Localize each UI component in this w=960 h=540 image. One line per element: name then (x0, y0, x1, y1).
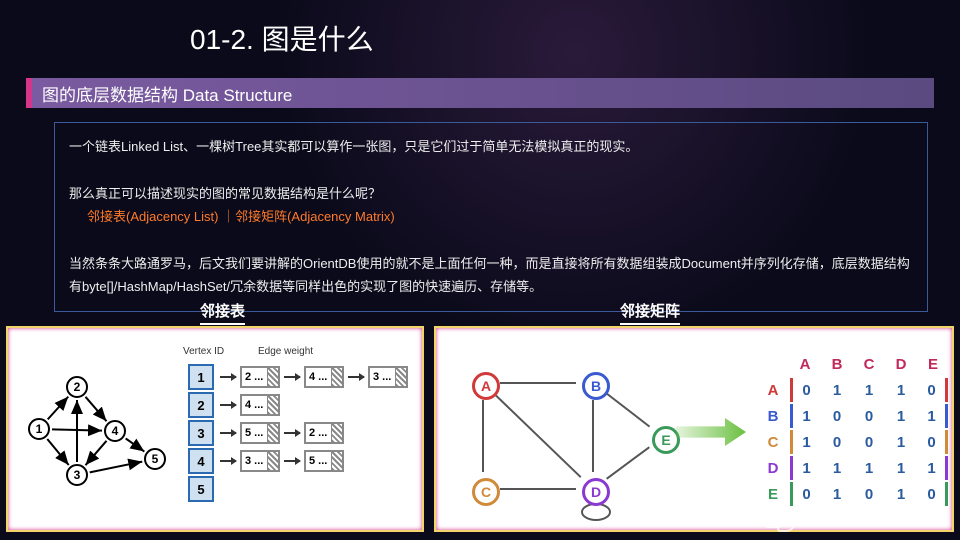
edge-box: 4 ... (240, 394, 280, 416)
adjacency-matrix: ABCDEA01110B10011C10010D11111E01010 (756, 350, 950, 508)
graph-node: 3 (66, 464, 88, 486)
edge-box: 3 ... (368, 366, 408, 388)
graph-node: D (582, 478, 610, 506)
arrow-icon (220, 376, 236, 378)
para-2: 那么真正可以描述现实的图的常见数据结构是什么呢？ (69, 182, 913, 205)
wechat-icon (763, 506, 789, 528)
edge-box: 2 ... (304, 422, 344, 444)
adj-row: 2 ... 4 ... 3 ... (220, 366, 408, 388)
graph-node: B (582, 372, 610, 400)
arrow-icon (220, 404, 236, 406)
highlight-line: 邻接表(Adjacency List) ｜邻接矩阵(Adjacency Matr… (69, 205, 913, 228)
arrow-icon (220, 460, 236, 462)
right-label: 邻接矩阵 (620, 300, 680, 325)
arrow-icon (284, 432, 300, 434)
arrow-icon (284, 460, 300, 462)
hdr-edge: Edge weight (258, 346, 313, 357)
description-box: 一个链表Linked List、一棵树Tree其实都可以算作一张图，只是它们过于… (54, 122, 928, 312)
arrow-icon (220, 432, 236, 434)
vertex-box: 3 (188, 420, 214, 446)
arrow-icon (348, 376, 364, 378)
graph-node: A (472, 372, 500, 400)
adjacency-matrix-panel: A B C D E ABCDEA01110B10011C10010D11111E0101… (434, 326, 954, 532)
edge-box: 5 ... (304, 450, 344, 472)
graph-node: C (472, 478, 500, 506)
edge-box: 4 ... (304, 366, 344, 388)
graph-node: 1 (28, 418, 50, 440)
para-1: 一个链表Linked List、一棵树Tree其实都可以算作一张图，只是它们过于… (69, 135, 913, 158)
arrow-icon (284, 376, 300, 378)
adj-row: 4 ... (220, 394, 280, 416)
graph-node: E (652, 426, 680, 454)
vertex-box: 1 (188, 364, 214, 390)
edge-box: 2 ... (240, 366, 280, 388)
adj-row: 3 ... 5 ... (220, 450, 344, 472)
graph-node: 2 (66, 376, 88, 398)
graph-node: 5 (144, 448, 166, 470)
vertex-box: 2 (188, 392, 214, 418)
edge-box: 5 ... (240, 422, 280, 444)
vertex-box: 4 (188, 448, 214, 474)
hdr-vertex: Vertex ID (183, 346, 224, 357)
section-bar: 图的底层数据结构 Data Structure (26, 78, 934, 108)
edge-box: 3 ... (240, 450, 280, 472)
graph-node: 4 (104, 420, 126, 442)
left-label: 邻接表 (200, 300, 245, 325)
para-3: 当然条条大路通罗马，后文我们要讲解的OrientDB使用的就不是上面任何一种，而… (69, 252, 913, 299)
adj-row: 5 ... 2 ... (220, 422, 344, 444)
page-title: 01-2. 图是什么 (190, 18, 374, 58)
watermark: 曲水流觞TechRill (763, 504, 942, 530)
adjacency-list-panel: 12345 Vertex ID Edge weight 12345 2 ...4… (6, 326, 424, 532)
vertex-box: 5 (188, 476, 214, 502)
